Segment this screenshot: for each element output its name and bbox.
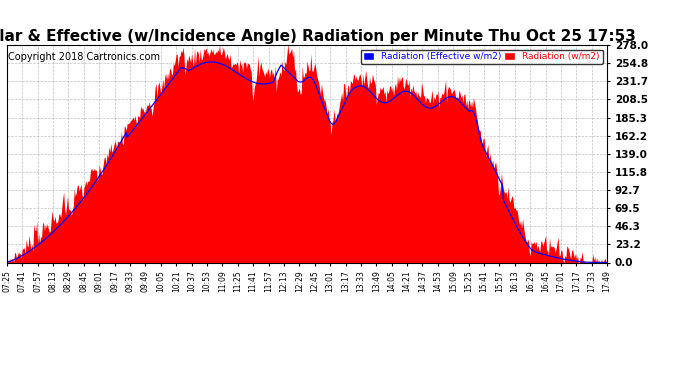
Title: Solar & Effective (w/Incidence Angle) Radiation per Minute Thu Oct 25 17:53: Solar & Effective (w/Incidence Angle) Ra…: [0, 29, 636, 44]
Text: Copyright 2018 Cartronics.com: Copyright 2018 Cartronics.com: [8, 51, 160, 62]
Legend: Radiation (Effective w/m2), Radiation (w/m2): Radiation (Effective w/m2), Radiation (w…: [361, 50, 602, 64]
